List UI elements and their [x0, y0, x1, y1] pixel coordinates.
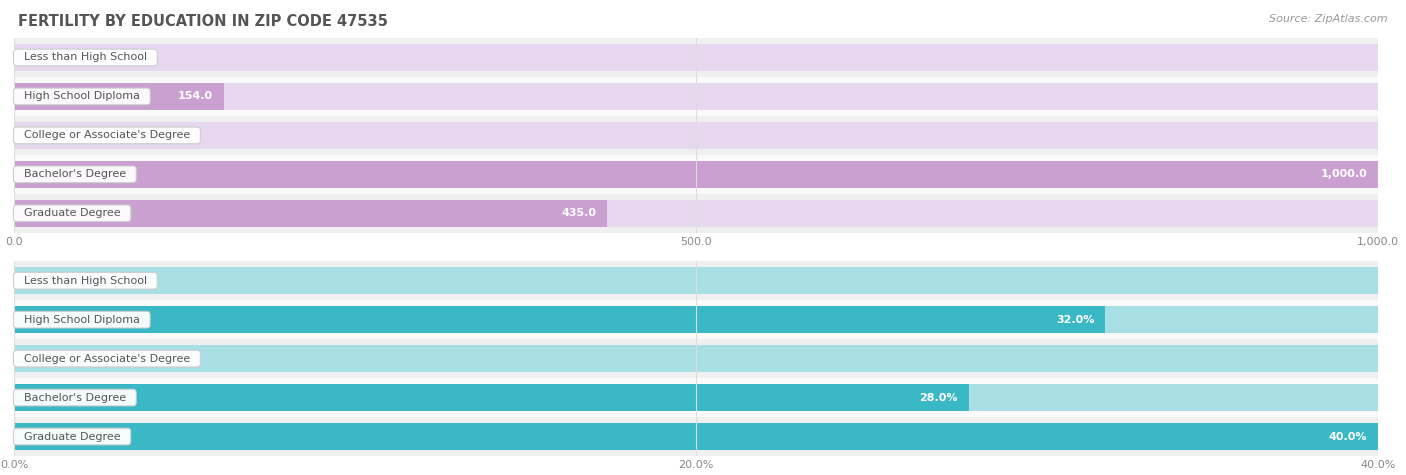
Text: Bachelor's Degree: Bachelor's Degree: [17, 392, 134, 403]
Bar: [14, 44, 1378, 71]
Bar: [14, 161, 1378, 188]
Text: 40.0%: 40.0%: [1329, 431, 1367, 442]
Bar: [14, 306, 1378, 333]
Bar: [14, 83, 224, 110]
Text: 0.0%: 0.0%: [28, 353, 56, 364]
Bar: [14, 155, 1378, 194]
Text: College or Associate's Degree: College or Associate's Degree: [17, 130, 197, 141]
Text: 0.0: 0.0: [28, 130, 45, 141]
Text: FERTILITY BY EDUCATION IN ZIP CODE 47535: FERTILITY BY EDUCATION IN ZIP CODE 47535: [18, 14, 388, 29]
Bar: [14, 267, 1378, 294]
Text: Graduate Degree: Graduate Degree: [17, 431, 128, 442]
Bar: [14, 116, 1378, 155]
Text: Graduate Degree: Graduate Degree: [17, 208, 128, 219]
Bar: [14, 77, 1378, 116]
Text: Source: ZipAtlas.com: Source: ZipAtlas.com: [1270, 14, 1388, 24]
Bar: [14, 300, 1378, 339]
Bar: [14, 423, 1378, 450]
Bar: [14, 384, 969, 411]
Text: 154.0: 154.0: [179, 91, 214, 102]
Bar: [14, 83, 1378, 110]
Bar: [14, 378, 1378, 417]
Text: 1,000.0: 1,000.0: [1320, 169, 1367, 180]
Bar: [14, 38, 1378, 77]
Bar: [14, 423, 1378, 450]
Bar: [14, 345, 1378, 372]
Text: Bachelor's Degree: Bachelor's Degree: [17, 169, 134, 180]
Text: College or Associate's Degree: College or Associate's Degree: [17, 353, 197, 364]
Bar: [14, 339, 1378, 378]
Bar: [14, 306, 1105, 333]
Text: 0.0%: 0.0%: [28, 276, 56, 286]
Bar: [14, 122, 1378, 149]
Text: Less than High School: Less than High School: [17, 52, 153, 63]
Text: 435.0: 435.0: [561, 208, 596, 219]
Text: High School Diploma: High School Diploma: [17, 91, 146, 102]
Text: 28.0%: 28.0%: [920, 392, 957, 403]
Bar: [14, 261, 1378, 300]
Text: 0.0: 0.0: [28, 52, 45, 63]
Text: 32.0%: 32.0%: [1056, 314, 1094, 325]
Bar: [14, 161, 1378, 188]
Text: Less than High School: Less than High School: [17, 276, 153, 286]
Bar: [14, 194, 1378, 233]
Bar: [14, 417, 1378, 456]
Text: High School Diploma: High School Diploma: [17, 314, 146, 325]
Bar: [14, 200, 1378, 227]
Bar: [14, 384, 1378, 411]
Bar: [14, 200, 607, 227]
